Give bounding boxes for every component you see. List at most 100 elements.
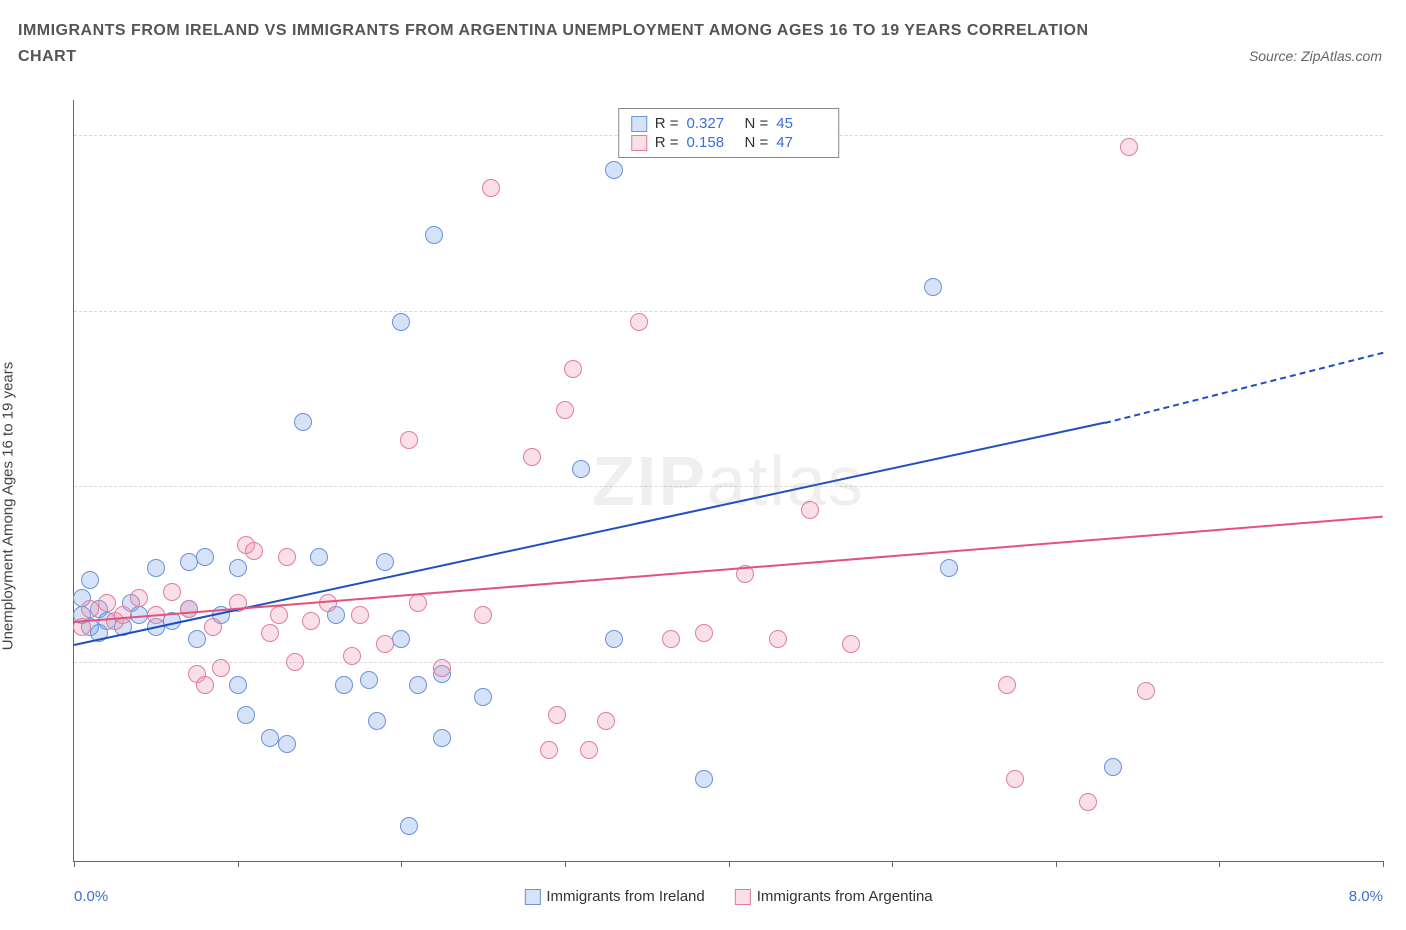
point-ireland — [81, 571, 99, 589]
point-ireland — [433, 729, 451, 747]
point-argentina — [196, 676, 214, 694]
point-argentina — [433, 659, 451, 677]
point-argentina — [114, 606, 132, 624]
swatch-ireland-icon — [631, 116, 647, 132]
x-tick — [74, 861, 75, 867]
y-tick-label: 45.0% — [1393, 302, 1406, 319]
gridline — [74, 311, 1383, 312]
point-argentina — [212, 659, 230, 677]
series-label-ireland: Immigrants from Ireland — [546, 888, 704, 905]
r-label: R = — [655, 115, 679, 132]
chart-container: Unemployment Among Ages 16 to 19 years Z… — [18, 100, 1388, 912]
gridline — [74, 662, 1383, 663]
point-ireland — [572, 460, 590, 478]
series-legend: Immigrants from Ireland Immigrants from … — [524, 888, 932, 905]
point-argentina — [801, 501, 819, 519]
point-argentina — [278, 548, 296, 566]
point-ireland — [335, 676, 353, 694]
x-tick — [1219, 861, 1220, 867]
point-ireland — [605, 630, 623, 648]
r-value-ireland: 0.327 — [687, 115, 737, 132]
point-ireland — [392, 313, 410, 331]
point-argentina — [261, 624, 279, 642]
swatch-argentina-icon — [631, 135, 647, 151]
point-argentina — [376, 635, 394, 653]
point-argentina — [204, 618, 222, 636]
point-argentina — [245, 542, 263, 560]
point-argentina — [409, 594, 427, 612]
point-ireland — [392, 630, 410, 648]
point-ireland — [924, 278, 942, 296]
watermark: ZIPatlas — [592, 441, 865, 521]
point-argentina — [523, 448, 541, 466]
point-argentina — [482, 179, 500, 197]
y-tick-label: 60.0% — [1393, 127, 1406, 144]
point-ireland — [147, 559, 165, 577]
point-argentina — [400, 431, 418, 449]
point-argentina — [163, 583, 181, 601]
gridline — [74, 486, 1383, 487]
point-argentina — [597, 712, 615, 730]
chart-title: IMMIGRANTS FROM IRELAND VS IMMIGRANTS FR… — [18, 18, 1118, 69]
legend-row-ireland: R = 0.327 N = 45 — [631, 115, 827, 132]
point-argentina — [302, 612, 320, 630]
point-ireland — [229, 559, 247, 577]
point-ireland — [261, 729, 279, 747]
point-ireland — [188, 630, 206, 648]
trend-line-dashed — [1105, 352, 1384, 424]
point-ireland — [278, 735, 296, 753]
series-label-argentina: Immigrants from Argentina — [757, 888, 933, 905]
point-argentina — [540, 741, 558, 759]
point-argentina — [98, 594, 116, 612]
x-tick — [1056, 861, 1057, 867]
point-ireland — [695, 770, 713, 788]
point-argentina — [81, 600, 99, 618]
point-argentina — [180, 600, 198, 618]
point-ireland — [409, 676, 427, 694]
point-ireland — [310, 548, 328, 566]
x-tick — [238, 861, 239, 867]
legend-item-ireland: Immigrants from Ireland — [524, 888, 704, 905]
point-argentina — [769, 630, 787, 648]
r-value-argentina: 0.158 — [687, 134, 737, 151]
point-argentina — [474, 606, 492, 624]
x-tick — [401, 861, 402, 867]
point-argentina — [998, 676, 1016, 694]
point-argentina — [842, 635, 860, 653]
trend-line — [74, 516, 1383, 623]
y-axis-label: Unemployment Among Ages 16 to 19 years — [0, 362, 17, 651]
n-label: N = — [745, 134, 769, 151]
correlation-legend: R = 0.327 N = 45 R = 0.158 N = 47 — [618, 108, 840, 158]
x-max-label: 8.0% — [1349, 888, 1383, 905]
r-label: R = — [655, 134, 679, 151]
point-ireland — [940, 559, 958, 577]
x-tick — [892, 861, 893, 867]
point-argentina — [1079, 793, 1097, 811]
point-argentina — [548, 706, 566, 724]
point-ireland — [1104, 758, 1122, 776]
point-ireland — [229, 676, 247, 694]
point-argentina — [662, 630, 680, 648]
n-value-argentina: 47 — [776, 134, 826, 151]
x-tick — [729, 861, 730, 867]
n-label: N = — [745, 115, 769, 132]
point-argentina — [564, 360, 582, 378]
swatch-ireland-icon — [524, 889, 540, 905]
point-ireland — [294, 413, 312, 431]
point-argentina — [1120, 138, 1138, 156]
point-ireland — [376, 553, 394, 571]
swatch-argentina-icon — [735, 889, 751, 905]
scatter-plot: ZIPatlas R = 0.327 N = 45 R = 0.158 N = … — [73, 100, 1383, 862]
point-ireland — [237, 706, 255, 724]
y-tick-label: 15.0% — [1393, 653, 1406, 670]
legend-item-argentina: Immigrants from Argentina — [735, 888, 933, 905]
legend-row-argentina: R = 0.158 N = 47 — [631, 134, 827, 151]
x-min-label: 0.0% — [74, 888, 108, 905]
point-ireland — [425, 226, 443, 244]
n-value-ireland: 45 — [776, 115, 826, 132]
x-tick — [565, 861, 566, 867]
point-argentina — [319, 594, 337, 612]
point-ireland — [605, 161, 623, 179]
point-ireland — [360, 671, 378, 689]
point-argentina — [580, 741, 598, 759]
